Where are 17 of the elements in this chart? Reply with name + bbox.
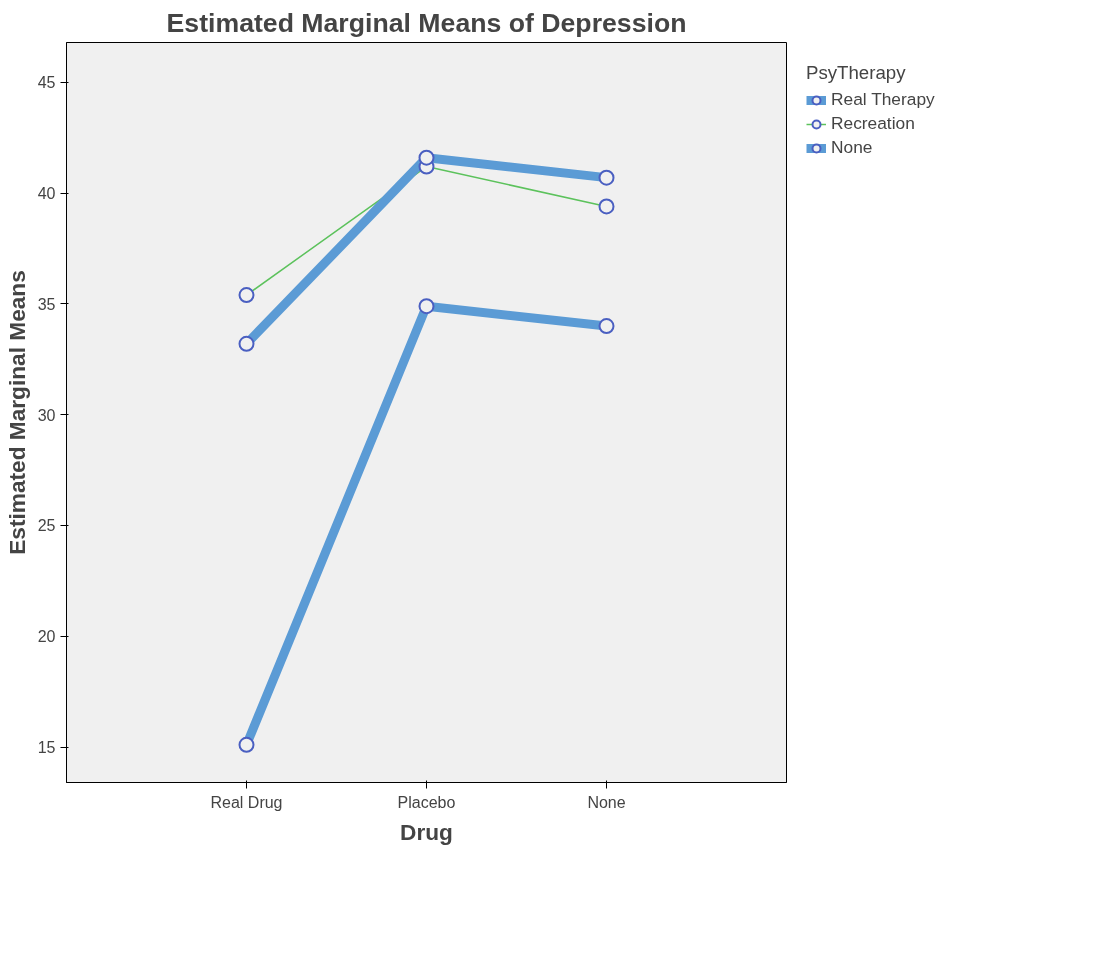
legend-label: Real Therapy [831,89,935,110]
y-tick-label: 25 [37,517,56,535]
legend-label: None [831,137,873,158]
y-tick-label: 30 [37,406,56,424]
x-tick-label: None [587,793,626,811]
y-tick-label: 40 [37,185,56,203]
y-tick-label: 35 [37,295,56,313]
x-tick-label: Placebo [397,793,456,811]
x-axis-title: Drug [400,818,453,845]
y-tick-label: 45 [37,74,56,92]
x-tick-label: Real Drug [210,793,283,811]
legend-label: Recreation [831,113,915,134]
y-axis-title: Estimated Marginal Means [3,270,30,555]
legend-title: PsyTherapy [806,62,907,84]
y-tick-label: 20 [37,628,56,646]
chart-title: Estimated Marginal Means of Depression [166,7,687,38]
y-tick-label: 15 [37,739,56,757]
